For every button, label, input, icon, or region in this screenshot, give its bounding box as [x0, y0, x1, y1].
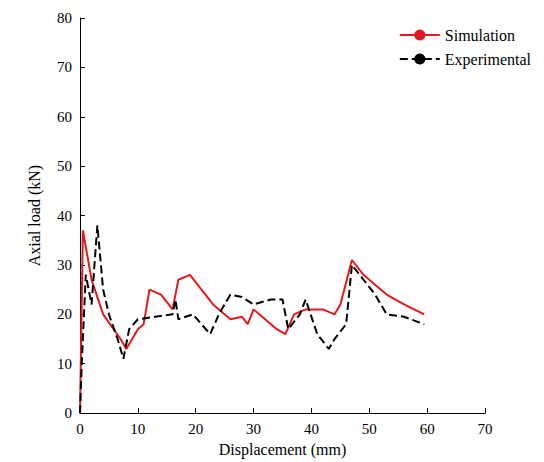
- svg-text:60: 60: [57, 109, 72, 125]
- svg-text:Axial load (kN): Axial load (kN): [26, 165, 44, 266]
- svg-text:10: 10: [130, 421, 145, 437]
- svg-text:50: 50: [362, 421, 377, 437]
- svg-text:40: 40: [304, 421, 319, 437]
- svg-text:40: 40: [57, 208, 72, 224]
- svg-text:20: 20: [188, 421, 203, 437]
- svg-text:30: 30: [57, 257, 72, 273]
- svg-text:0: 0: [65, 405, 73, 421]
- svg-text:30: 30: [246, 421, 261, 437]
- svg-text:20: 20: [57, 306, 72, 322]
- svg-text:50: 50: [57, 158, 72, 174]
- svg-text:70: 70: [57, 59, 72, 75]
- svg-text:Experimental: Experimental: [445, 51, 532, 69]
- svg-text:60: 60: [420, 421, 435, 437]
- svg-text:70: 70: [478, 421, 493, 437]
- svg-text:80: 80: [57, 10, 72, 26]
- svg-text:0: 0: [76, 421, 84, 437]
- svg-text:Simulation: Simulation: [445, 27, 515, 44]
- svg-text:Displacement (mm): Displacement (mm): [219, 441, 347, 459]
- svg-text:10: 10: [57, 356, 72, 372]
